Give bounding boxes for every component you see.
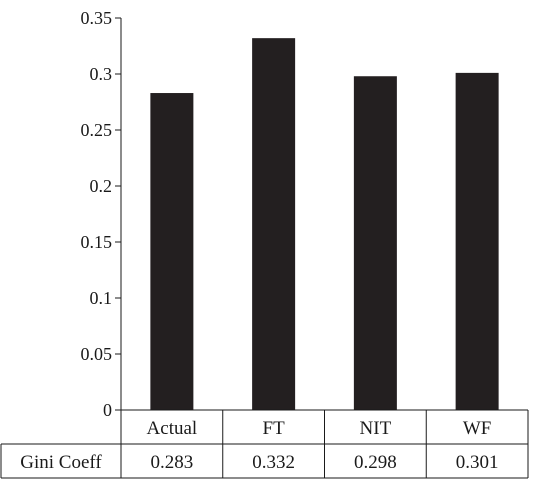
table-row-label: Gini Coeff	[20, 452, 102, 473]
x-category-label: Actual	[147, 418, 198, 439]
y-tick-label: 0.2	[90, 176, 113, 196]
y-tick-label: 0.3	[90, 64, 113, 84]
table-value-cell: 0.298	[354, 452, 397, 473]
table-value-cell: 0.301	[456, 452, 499, 473]
x-category-label: FT	[263, 418, 286, 439]
bars	[150, 38, 499, 411]
y-axis: 0 0.05 0.1 0.15 0.2 0.25 0.3 0.35	[81, 8, 122, 420]
table-value-cell: 0.283	[151, 452, 194, 473]
bar-actual	[150, 93, 194, 410]
y-tick-label: 0.05	[81, 344, 113, 364]
x-category-label: NIT	[360, 418, 392, 439]
y-tick-label: 0.25	[81, 120, 113, 140]
y-tick-label: 0.15	[81, 232, 113, 252]
y-tick-label: 0.35	[81, 8, 113, 28]
bar-nit	[353, 76, 397, 411]
bar-wf	[455, 72, 499, 410]
y-tick-label: 0.1	[90, 288, 113, 308]
table-value-cell: 0.332	[252, 452, 295, 473]
y-tick-label: 0	[103, 400, 112, 420]
data-table: Actual FT NIT WF Gini Coeff 0.283 0.332 0.298 0.…	[0, 409, 529, 479]
x-category-label: WF	[463, 418, 492, 439]
bar-ft	[252, 38, 296, 410]
